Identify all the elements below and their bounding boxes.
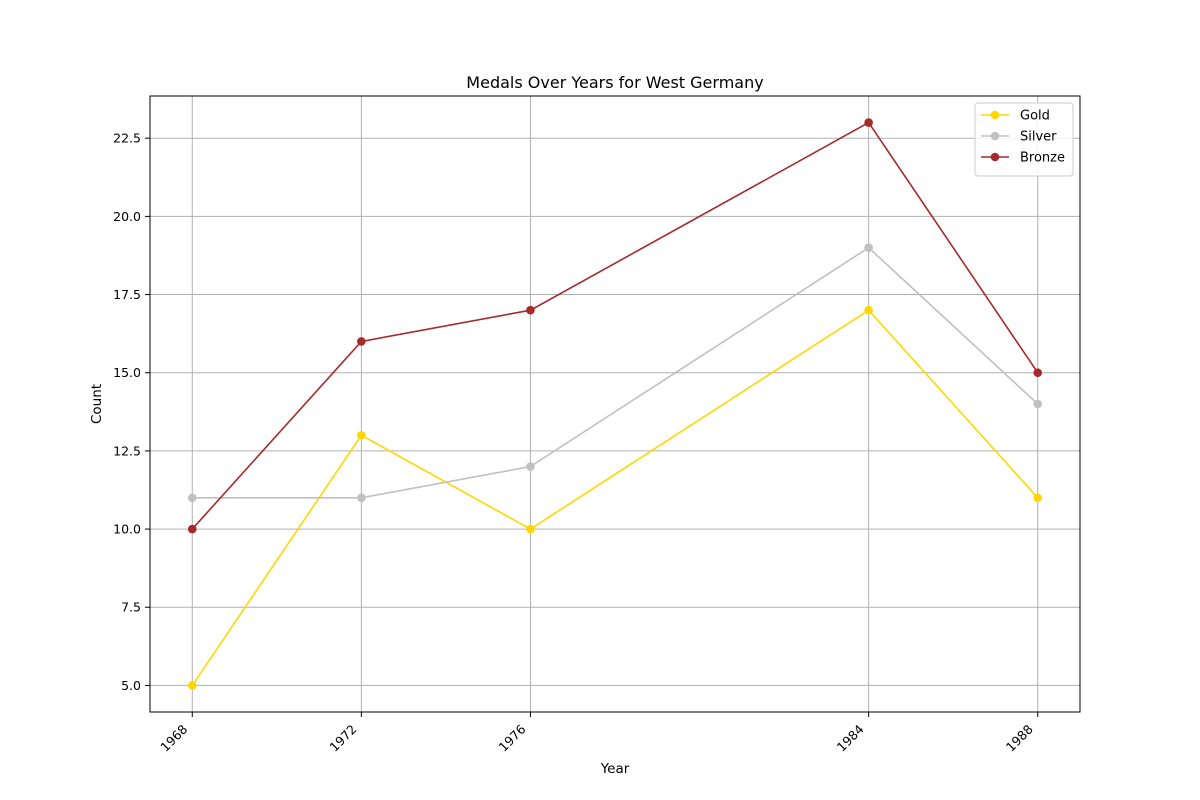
gold-data-point [526,524,535,534]
silver-data-point [1033,399,1043,409]
gold-data-point [864,305,873,315]
bronze-legend-label: Bronze [1020,151,1065,166]
bronze-data-point [526,305,535,315]
x-tick-label: 1976 [495,721,528,754]
grid-lines [150,96,1080,712]
plot-frame [149,95,1081,713]
x-tick-label: 1972 [326,722,359,755]
y-tick-label: 22.5 [113,131,141,146]
x-tick-label: 1988 [1003,721,1036,754]
x-axis-ticks: 1968 1972 1976 1984 1988 [157,712,1039,755]
gold-legend-marker [990,110,1000,120]
legend: Gold Silver Bronze [974,102,1074,177]
series-markers [187,118,1043,690]
y-tick-label: 12.5 [113,443,141,458]
x-axis-label: Year [600,761,630,777]
bronze-data-point [864,118,873,127]
y-tick-label: 15.0 [113,365,141,380]
bronze-data-point [1033,368,1043,378]
bronze-legend-marker [990,152,1000,162]
gold-data-point [357,430,366,440]
x-tick-label: 1968 [157,721,190,754]
silver-data-point [526,462,535,471]
silver-legend-marker [990,131,1000,141]
silver-data-point [187,493,197,503]
gold-data-point [1033,493,1043,503]
silver-data-point [864,243,873,252]
gold-data-point [187,681,197,690]
y-tick-label: 17.5 [113,287,141,302]
bronze-data-point [357,337,366,346]
y-tick-label: 7.5 [121,600,141,615]
series-lines [191,121,1039,686]
silver-data-point [357,493,366,503]
y-axis-ticks: 5.0 7.5 10.0 12.5 15.0 17.5 20.0 22.5 [113,131,150,693]
y-tick-label: 10.0 [113,522,141,537]
bronze-data-point [187,524,197,534]
y-tick-label: 5.0 [121,678,141,693]
x-tick-label: 1984 [834,721,867,754]
silver-legend-label: Silver [1020,130,1057,145]
chart-title: Medals Over Years for West Germany [466,73,763,92]
bronze-series-line [191,121,1039,530]
y-tick-label: 20.0 [113,209,141,224]
y-axis-label: Count [89,384,105,424]
gold-legend-label: Gold [1020,109,1050,124]
